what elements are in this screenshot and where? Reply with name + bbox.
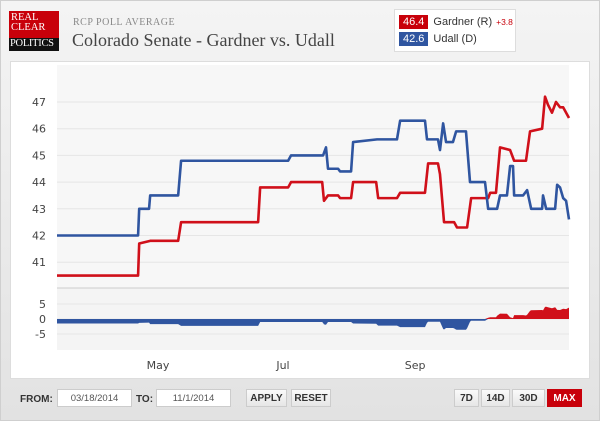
legend: 46.4 Gardner (R) +3.8 42.6 Udall (D) <box>394 9 516 52</box>
x-tick-label: Jul <box>275 359 289 372</box>
to-label: TO: <box>136 394 154 405</box>
udall-label: Udall (D) <box>433 33 477 45</box>
range-7d-button[interactable]: 7D <box>454 389 479 407</box>
range-14d-button[interactable]: 14D <box>481 389 510 407</box>
main-plot-bg <box>57 65 569 288</box>
legend-item-udall: 42.6 Udall (D) <box>399 32 477 46</box>
y-tick-label: 45 <box>32 149 46 162</box>
spread-y-tick-label: -5 <box>35 328 46 341</box>
y-tick-label: 44 <box>32 176 46 189</box>
udall-value-badge: 42.6 <box>399 32 429 46</box>
y-tick-label: 42 <box>32 230 46 243</box>
footer-controls: FROM: 03/18/2014 TO: 11/1/2014 APPLY RES… <box>0 380 600 420</box>
to-date-input[interactable]: 11/1/2014 <box>156 389 231 407</box>
udall-line <box>57 119 571 237</box>
y-tick-label: 41 <box>32 256 46 269</box>
range-30d-button[interactable]: 30D <box>512 389 545 407</box>
legend-item-gardner: 46.4 Gardner (R) +3.8 <box>399 15 513 29</box>
rcp-logo[interactable]: REAL CLEAR POLITICS <box>9 11 59 51</box>
gardner-change: +3.8 <box>496 17 513 27</box>
apply-button[interactable]: APPLY <box>246 389 287 407</box>
spread-y-tick-label: 0 <box>39 313 46 326</box>
y-tick-label: 47 <box>32 96 46 109</box>
y-tick-label: 46 <box>32 123 46 136</box>
y-tick-label: 43 <box>32 203 46 216</box>
range-max-button[interactable]: MAX <box>547 389 582 407</box>
x-tick-label: May <box>147 359 170 372</box>
from-label: FROM: <box>20 394 53 405</box>
spread-y-tick-label: 5 <box>39 298 46 311</box>
x-tick-label: Sep <box>405 359 426 372</box>
gardner-line <box>57 95 571 277</box>
spread-area-positive <box>57 306 569 319</box>
gardner-label: Gardner (R) <box>433 16 493 28</box>
reset-button[interactable]: RESET <box>291 389 331 407</box>
chart-title: Colorado Senate - Gardner vs. Udall <box>72 30 335 50</box>
from-date-input[interactable]: 03/18/2014 <box>57 389 132 407</box>
spread-area-negative <box>57 319 569 330</box>
kicker: RCP POLL AVERAGE <box>73 17 176 28</box>
gardner-value-badge: 46.4 <box>399 15 429 29</box>
